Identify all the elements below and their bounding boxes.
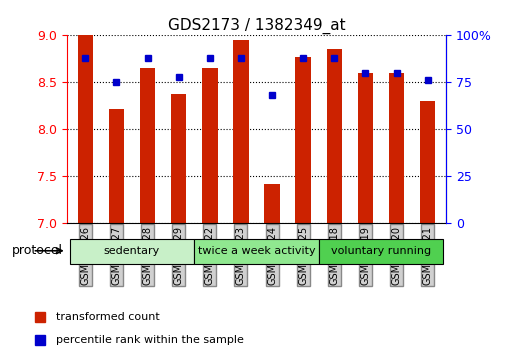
Bar: [194, 239, 319, 264]
Bar: [264, 184, 280, 223]
Text: percentile rank within the sample: percentile rank within the sample: [55, 335, 244, 346]
Bar: [109, 109, 124, 223]
Text: transformed count: transformed count: [55, 312, 160, 322]
Bar: [389, 73, 404, 223]
Title: GDS2173 / 1382349_at: GDS2173 / 1382349_at: [168, 18, 345, 34]
Bar: [233, 40, 249, 223]
Bar: [140, 68, 155, 223]
Bar: [319, 239, 443, 264]
Text: protocol: protocol: [12, 244, 63, 257]
Bar: [70, 239, 194, 264]
Bar: [77, 35, 93, 223]
Bar: [202, 68, 218, 223]
Bar: [171, 93, 187, 223]
Bar: [420, 101, 436, 223]
Bar: [326, 50, 342, 223]
Bar: [358, 73, 373, 223]
Text: twice a week activity: twice a week activity: [198, 246, 315, 256]
Text: voluntary running: voluntary running: [331, 246, 431, 256]
Text: sedentary: sedentary: [104, 246, 160, 256]
Bar: [295, 57, 311, 223]
